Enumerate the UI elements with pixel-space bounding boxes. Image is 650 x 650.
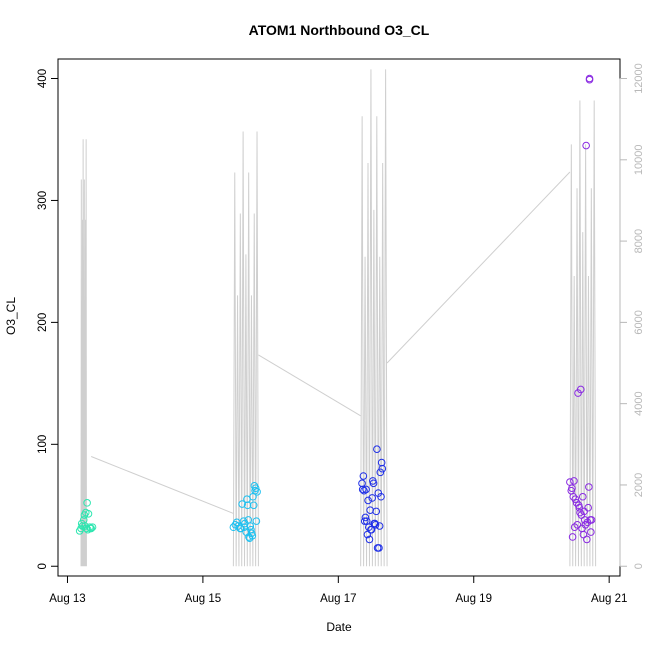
data-point	[577, 511, 586, 519]
data-point	[375, 544, 383, 552]
secondary-connector-line	[90, 456, 234, 514]
data-point	[569, 492, 578, 501]
data-point	[578, 492, 587, 501]
y-tick-label: 200	[37, 313, 49, 332]
y2-tick-label: 0	[633, 563, 645, 569]
data-point	[585, 74, 594, 83]
data-point	[364, 496, 372, 505]
y2-tick-label: 12000	[633, 63, 645, 94]
data-point	[86, 523, 94, 532]
data-point	[583, 518, 592, 527]
y2-tick-label: 8000	[633, 229, 645, 253]
data-point	[359, 472, 368, 480]
x-tick-label: Aug 21	[591, 593, 627, 605]
data-point	[237, 524, 245, 533]
secondary-spike-line	[360, 69, 388, 567]
data-point	[583, 535, 591, 544]
data-point	[84, 510, 93, 518]
data-point	[573, 520, 582, 529]
data-point	[568, 484, 576, 493]
secondary-connector-line	[258, 354, 361, 417]
secondary-spike-line	[80, 139, 87, 567]
data-point	[83, 499, 91, 507]
data-point	[570, 523, 579, 532]
y2-tick-label: 2000	[633, 473, 645, 497]
data-point	[249, 501, 258, 510]
data-point	[372, 507, 381, 516]
data-point	[80, 511, 89, 519]
x-tick-label: Aug 13	[49, 593, 85, 605]
data-point	[378, 464, 387, 473]
data-point	[365, 535, 374, 544]
data-point	[358, 485, 367, 494]
secondary-line-layer	[80, 69, 597, 567]
y2-tick-label: 10000	[633, 145, 645, 176]
data-point	[240, 523, 249, 532]
y-tick-label: 100	[37, 435, 49, 454]
data-point	[252, 517, 261, 525]
y-axis-label: O3_CL	[4, 297, 18, 335]
data-point	[581, 520, 590, 529]
data-point	[375, 522, 384, 530]
secondary-spike-line	[232, 131, 259, 567]
data-point	[585, 483, 593, 491]
data-point	[374, 489, 383, 497]
data-point	[364, 523, 373, 532]
data-point	[587, 516, 596, 524]
data-point	[584, 503, 592, 512]
data-point	[361, 513, 370, 522]
data-point	[253, 488, 261, 496]
data-point	[360, 517, 369, 525]
plot-frame	[57, 58, 621, 577]
data-point	[243, 501, 252, 510]
points-layer	[75, 74, 596, 552]
x-axis-label: Date	[326, 620, 352, 634]
x-axis: Aug 13 Aug 15 Aug 17 Aug 19 Aug 21	[49, 575, 627, 605]
data-point	[587, 528, 595, 536]
chart-title: ATOM1 Northbound O3_CL	[249, 22, 430, 38]
data-point	[86, 524, 95, 533]
data-point	[582, 141, 590, 150]
x-tick-label: Aug 19	[456, 593, 492, 605]
y2-tick-label: 4000	[633, 391, 645, 415]
data-point	[369, 477, 377, 485]
y-tick-label: 0	[37, 563, 49, 569]
data-point	[248, 531, 257, 540]
x-tick-label: Aug 15	[185, 593, 221, 605]
data-point	[373, 445, 381, 453]
data-point	[371, 519, 379, 528]
y-tick-label: 400	[37, 69, 49, 88]
data-point	[575, 503, 584, 512]
data-point	[363, 530, 372, 539]
data-point	[568, 533, 577, 541]
data-point	[245, 534, 254, 543]
data-point	[251, 484, 260, 493]
data-point	[238, 500, 246, 508]
secondary-connector-line	[386, 171, 571, 364]
data-point	[571, 495, 580, 503]
data-point	[367, 525, 376, 534]
data-point	[368, 494, 376, 502]
y-tick-label: 300	[37, 191, 49, 210]
data-point	[360, 486, 368, 495]
data-point	[570, 477, 578, 485]
data-point	[371, 520, 380, 529]
secondary-spike-line	[569, 100, 597, 567]
y-axis-left: 0 100 200 300 400	[37, 69, 59, 569]
data-point	[362, 485, 370, 494]
data-point	[574, 389, 582, 397]
x-tick-label: Aug 17	[320, 593, 356, 605]
y2-tick-label: 6000	[633, 310, 645, 334]
data-point	[376, 468, 385, 477]
y-axis-right: 0 2000 4000 6000 8000 10000 12000	[619, 63, 645, 569]
